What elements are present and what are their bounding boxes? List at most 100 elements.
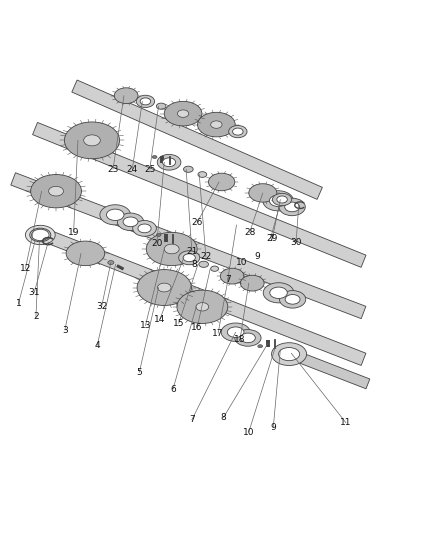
Ellipse shape [279, 348, 300, 361]
Ellipse shape [138, 224, 151, 233]
Ellipse shape [84, 135, 100, 146]
Text: 24: 24 [127, 165, 138, 174]
Ellipse shape [66, 241, 105, 265]
Ellipse shape [49, 187, 64, 196]
Ellipse shape [227, 327, 244, 337]
Text: 17: 17 [212, 328, 224, 337]
Ellipse shape [211, 121, 222, 128]
Text: 1: 1 [15, 299, 21, 308]
Ellipse shape [285, 295, 300, 304]
Ellipse shape [270, 287, 287, 298]
Ellipse shape [137, 270, 191, 305]
Ellipse shape [146, 232, 197, 265]
Ellipse shape [156, 233, 161, 237]
Ellipse shape [177, 110, 189, 117]
Ellipse shape [277, 196, 287, 203]
Text: 15: 15 [173, 319, 184, 328]
Text: 16: 16 [191, 324, 203, 332]
Text: 18: 18 [234, 335, 246, 344]
Text: 6: 6 [170, 385, 176, 394]
Ellipse shape [235, 329, 261, 346]
Ellipse shape [196, 303, 209, 311]
Text: 12: 12 [20, 264, 31, 273]
Ellipse shape [177, 290, 228, 324]
Text: 28: 28 [244, 228, 255, 237]
Ellipse shape [198, 172, 207, 177]
Ellipse shape [263, 282, 294, 303]
Text: 7: 7 [189, 415, 195, 424]
Text: 32: 32 [96, 302, 107, 311]
Ellipse shape [258, 345, 262, 348]
Ellipse shape [285, 202, 300, 212]
Text: 4: 4 [95, 341, 100, 350]
Ellipse shape [279, 198, 305, 216]
Text: 25: 25 [144, 165, 155, 174]
Polygon shape [11, 173, 366, 319]
Ellipse shape [156, 103, 166, 109]
Text: 20: 20 [151, 239, 162, 248]
Text: 26: 26 [191, 218, 203, 227]
Ellipse shape [249, 184, 277, 202]
Text: 7: 7 [268, 233, 274, 243]
Ellipse shape [157, 155, 181, 170]
Ellipse shape [158, 283, 171, 292]
Ellipse shape [183, 254, 195, 262]
Ellipse shape [240, 275, 264, 291]
Ellipse shape [211, 266, 219, 271]
Ellipse shape [25, 225, 55, 245]
Text: 23: 23 [107, 165, 119, 174]
Text: 10: 10 [236, 257, 247, 266]
Text: 31: 31 [28, 288, 40, 297]
Polygon shape [300, 353, 370, 389]
Ellipse shape [164, 244, 179, 254]
Ellipse shape [117, 213, 144, 231]
Ellipse shape [240, 333, 255, 343]
Ellipse shape [140, 98, 151, 105]
Text: 9: 9 [270, 423, 276, 432]
Ellipse shape [220, 268, 244, 284]
Ellipse shape [199, 261, 208, 268]
Ellipse shape [272, 193, 292, 206]
Text: 2: 2 [33, 312, 39, 321]
Ellipse shape [162, 158, 176, 167]
Text: 30: 30 [290, 238, 302, 247]
Ellipse shape [272, 343, 307, 366]
Ellipse shape [184, 166, 193, 172]
Ellipse shape [136, 95, 155, 108]
Text: 29: 29 [267, 233, 278, 243]
Ellipse shape [123, 217, 138, 227]
Polygon shape [72, 80, 322, 199]
Ellipse shape [229, 125, 247, 138]
Ellipse shape [198, 112, 235, 137]
Text: 19: 19 [68, 228, 79, 237]
Text: 21: 21 [186, 247, 198, 256]
Ellipse shape [164, 101, 202, 126]
Text: 14: 14 [154, 314, 166, 324]
Ellipse shape [179, 251, 200, 265]
Ellipse shape [100, 205, 131, 225]
Ellipse shape [233, 128, 243, 135]
Text: 8: 8 [191, 260, 197, 269]
Polygon shape [33, 225, 366, 366]
Ellipse shape [108, 261, 114, 264]
Polygon shape [32, 123, 366, 268]
Ellipse shape [133, 221, 156, 236]
Ellipse shape [279, 290, 306, 308]
Text: 10: 10 [243, 427, 254, 437]
Ellipse shape [106, 209, 124, 221]
Text: 8: 8 [220, 413, 226, 422]
Ellipse shape [152, 156, 157, 158]
Text: 3: 3 [62, 326, 68, 335]
Ellipse shape [221, 323, 250, 342]
Text: 5: 5 [136, 368, 142, 377]
Text: 13: 13 [140, 321, 151, 330]
Text: 11: 11 [340, 418, 352, 427]
Text: 22: 22 [200, 252, 212, 261]
Ellipse shape [114, 88, 138, 103]
Ellipse shape [64, 122, 120, 159]
Ellipse shape [263, 191, 293, 211]
Ellipse shape [208, 173, 235, 191]
Text: 7: 7 [225, 275, 231, 284]
Ellipse shape [269, 195, 287, 206]
Ellipse shape [32, 229, 49, 241]
